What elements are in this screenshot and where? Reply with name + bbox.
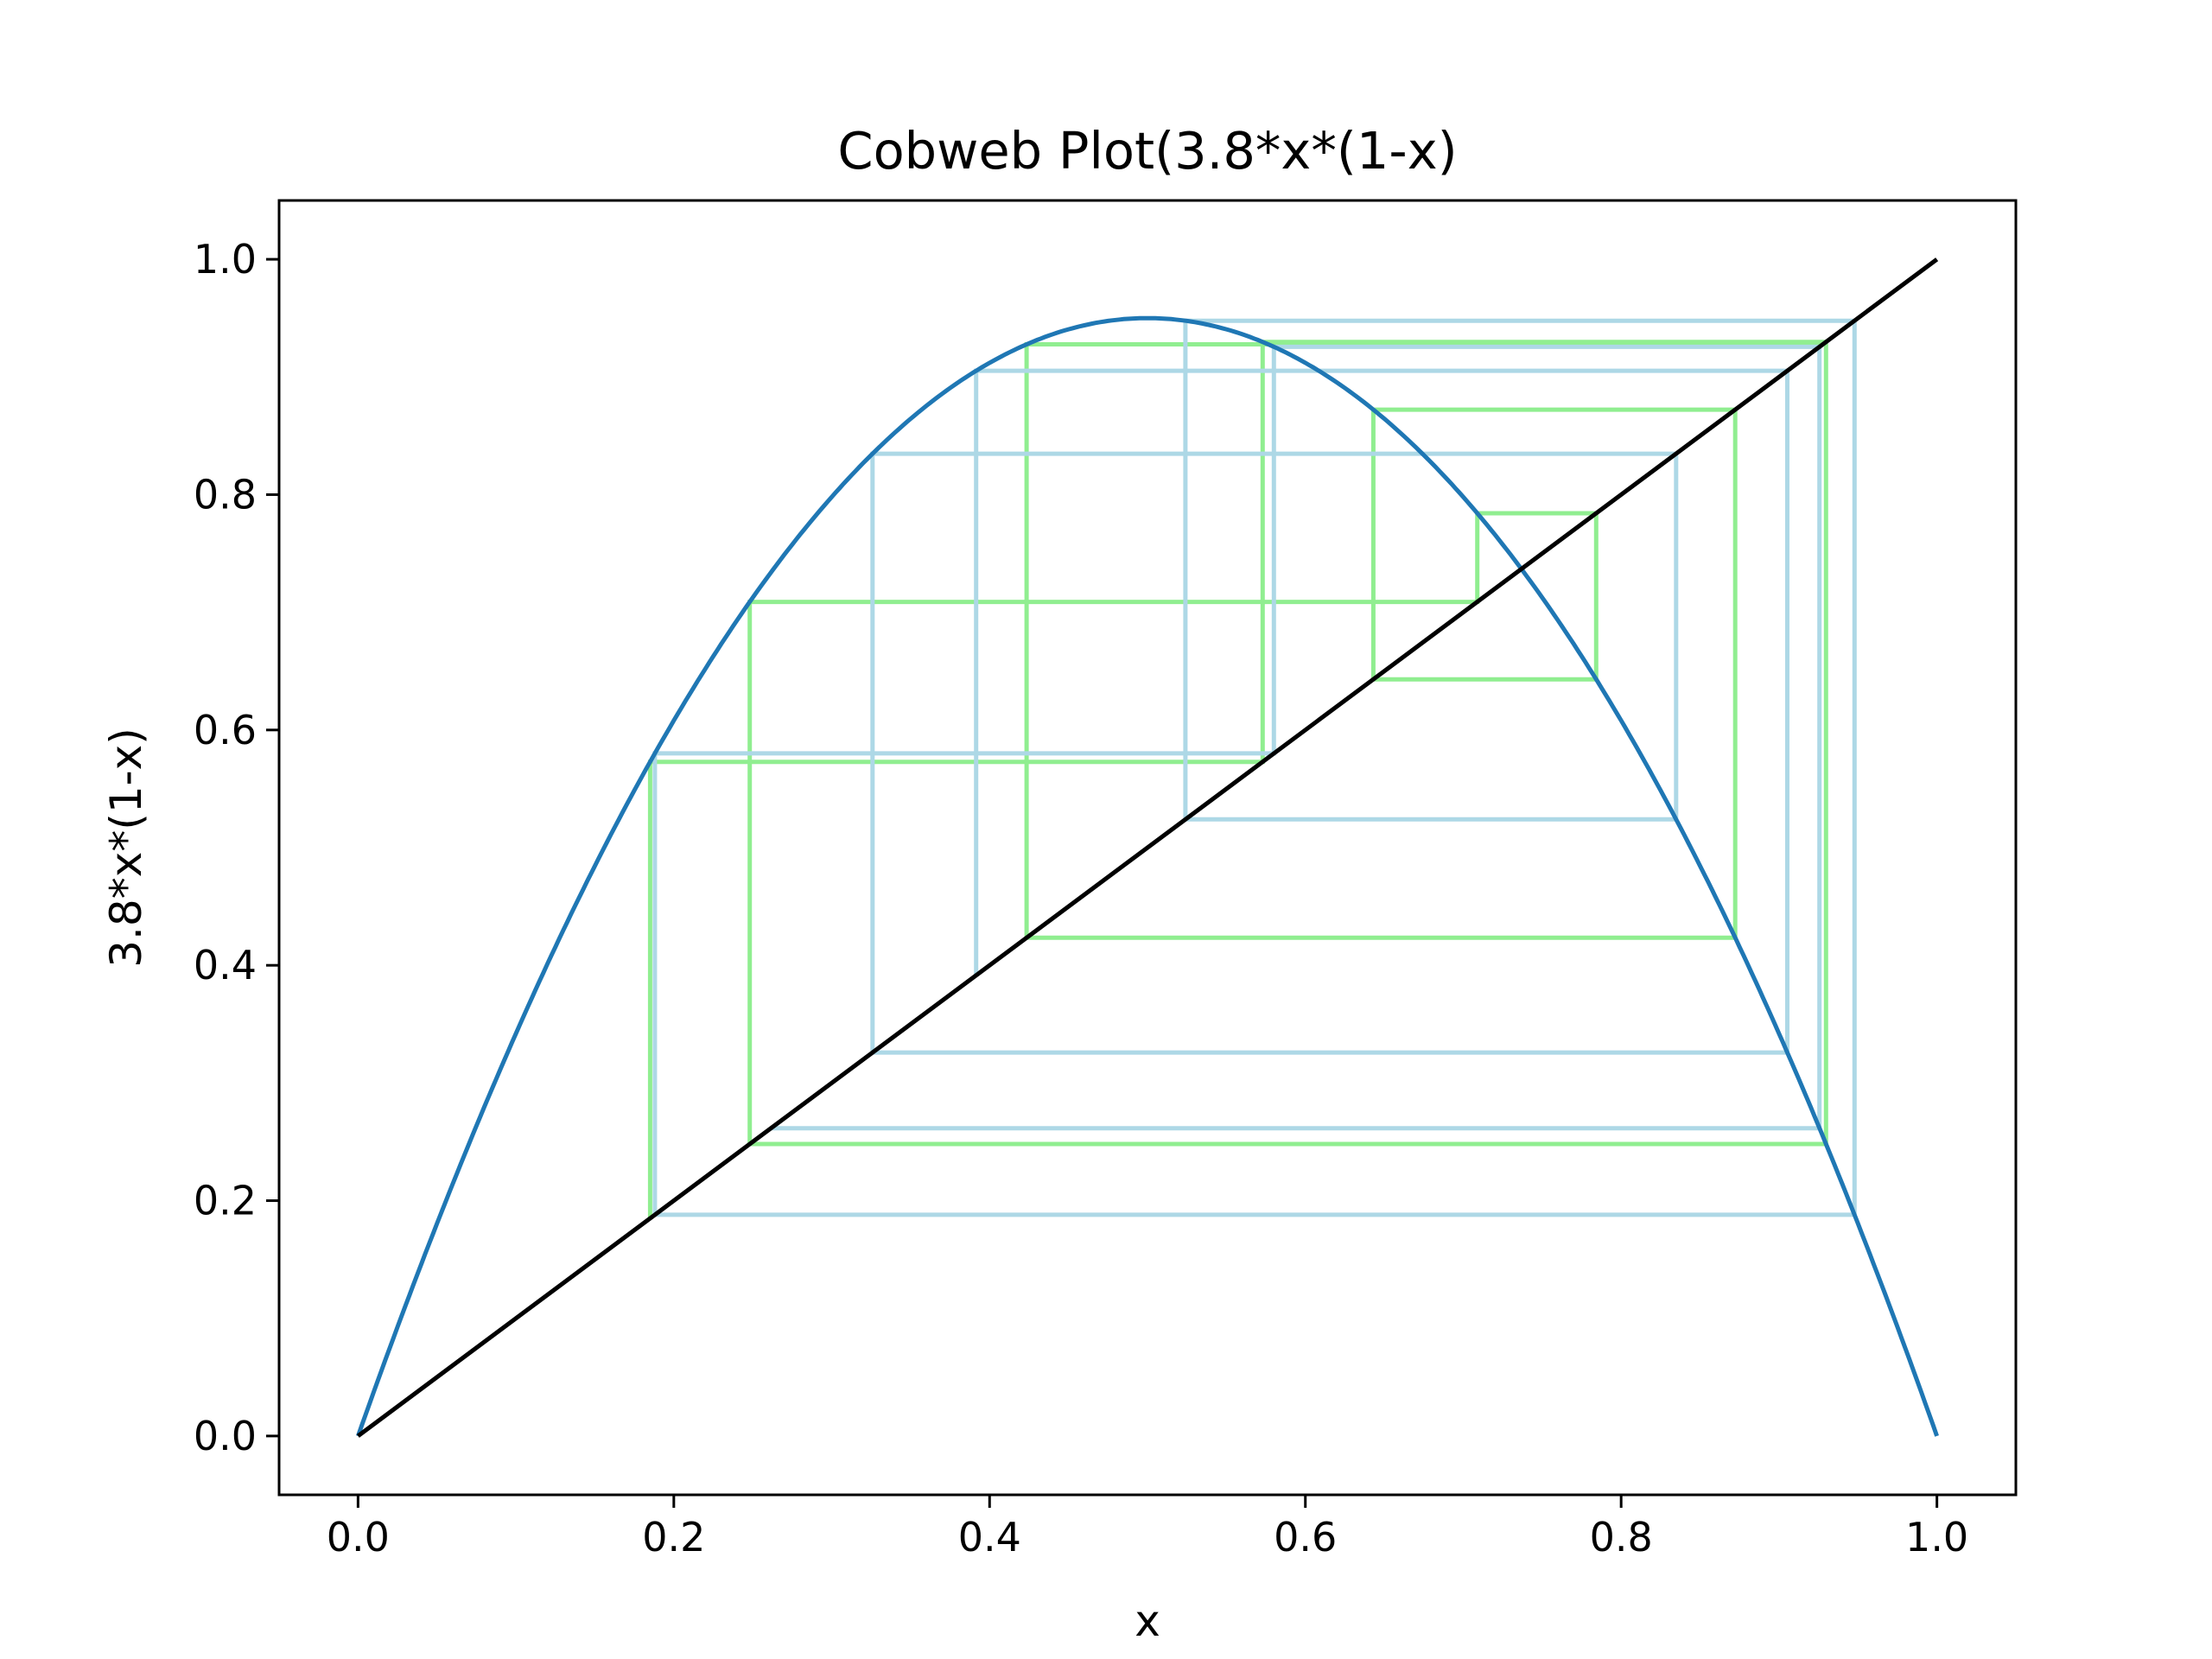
x-tick-label: 0.0 xyxy=(327,1514,390,1560)
y-axis: 0.0 0.2 0.4 0.6 0.8 1.0 xyxy=(194,236,279,1459)
y-tick-label: 0.2 xyxy=(194,1178,257,1224)
y-tick-label: 0.6 xyxy=(194,707,257,753)
x-tick-label: 0.6 xyxy=(1274,1514,1337,1560)
x-tick-label: 0.4 xyxy=(958,1514,1021,1560)
plot-area xyxy=(356,257,1939,1438)
y-axis-label: 3.8*x*(1-x) xyxy=(101,728,151,968)
chart-title: Cobweb Plot(3.8*x*(1-x) xyxy=(837,121,1457,181)
y-tick-label: 0.0 xyxy=(194,1413,257,1459)
x-axis: 0.0 0.2 0.4 0.6 0.8 1.0 xyxy=(327,1495,1968,1560)
y-tick-label: 0.4 xyxy=(194,942,257,988)
x-tick-label: 0.2 xyxy=(642,1514,705,1560)
identity-diagonal-line xyxy=(356,257,1939,1438)
plot-frame xyxy=(277,199,2018,1497)
x-tick-label: 1.0 xyxy=(1905,1514,1968,1560)
y-tick-label: 0.8 xyxy=(194,471,257,518)
x-tick-label: 0.8 xyxy=(1590,1514,1653,1560)
logistic-map-curve xyxy=(356,315,1939,1437)
y-tick-label: 1.0 xyxy=(194,236,257,283)
x-axis-label: x xyxy=(1135,1596,1160,1646)
